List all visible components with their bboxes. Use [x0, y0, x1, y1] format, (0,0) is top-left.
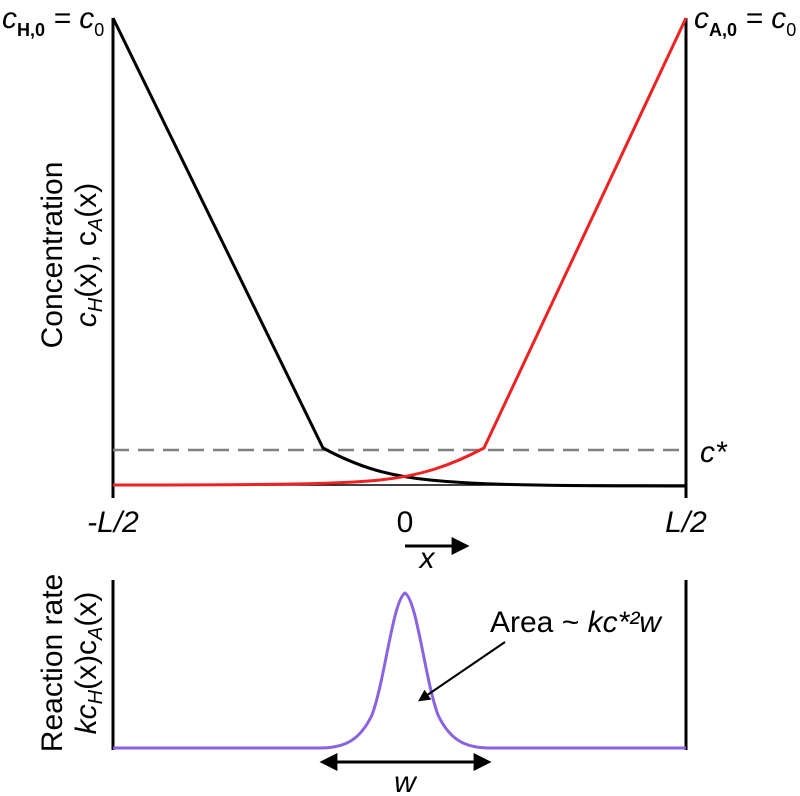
- x-tick-right: L/2: [665, 506, 707, 539]
- area-label: Area ~ kc*²w: [490, 606, 663, 639]
- top-right-label: cA,0 = c0: [694, 2, 796, 40]
- y-axis-label-top: Concentration cH(x), cA(x): [36, 162, 107, 349]
- x-tick-left: -L/2: [87, 506, 139, 539]
- y-axis-bottom-line2: kcH(x)cA(x): [70, 592, 107, 735]
- c-star-label: c*: [700, 436, 728, 469]
- x-arrow-label: x: [418, 542, 436, 575]
- area-pointer-arrow: [418, 641, 506, 702]
- reaction-rate-curve: [113, 591, 686, 750]
- y-axis-top-line1: Concentration: [36, 162, 69, 349]
- y-axis-label-bottom: Reaction rate kcH(x)cA(x): [36, 574, 107, 752]
- top-left-label: cH,0 = c0: [2, 2, 104, 40]
- width-label: w: [394, 766, 418, 796]
- y-axis-bottom-line1: Reaction rate: [36, 574, 69, 752]
- y-axis-top-line2: cH(x), cA(x): [70, 183, 107, 327]
- c-h-curve: [111, 17, 687, 488]
- x-tick-mid: 0: [397, 506, 414, 539]
- c-a-curve: [112, 17, 688, 487]
